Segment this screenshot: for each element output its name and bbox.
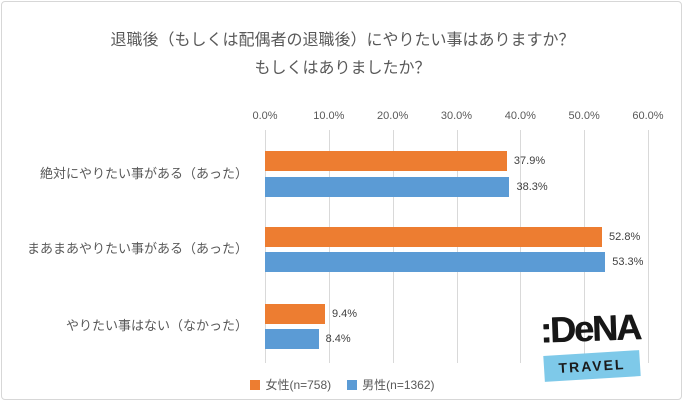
bar-value-male-none: 8.4%: [325, 333, 351, 345]
bar-value-female-none: 9.4%: [332, 308, 358, 320]
x-axis-tick-label-3: 30.0%: [440, 110, 473, 122]
bar-male-somewhat: [265, 252, 606, 272]
bar-value-female-somewhat: 52.8%: [609, 231, 641, 243]
chart-title: 退職後（もしくは配偶者の退職後）にやりたい事はありますか？ もしくはありましたか…: [0, 27, 685, 83]
bar-value-female-definitely: 37.9%: [513, 155, 546, 167]
chart-title-line2: もしくはありましたか？: [254, 60, 431, 77]
x-axis-tick-label-6: 60.0%: [632, 110, 664, 122]
x-axis-tick-label-5: 50.0%: [568, 110, 600, 122]
x-axis-tick-label-1: 10.0%: [313, 110, 345, 122]
logo-travel-label: TRAVEL: [558, 355, 626, 377]
legend-label-male: 男性(n=1362): [362, 378, 435, 392]
bar-female-somewhat: [265, 227, 603, 247]
legend: 女性(n=758) 男性(n=1362): [0, 376, 685, 393]
legend-item-female: 女性(n=758): [250, 376, 331, 393]
bar-female-none: [265, 304, 325, 324]
legend-swatch-male: [347, 379, 358, 390]
chart-frame: [1, 1, 682, 400]
legend-label-female: 女性(n=758): [265, 378, 332, 392]
bar-male-none: [265, 329, 319, 349]
x-axis-tick-label-2: 20.0%: [377, 110, 409, 122]
bar-value-male-somewhat: 53.3%: [612, 256, 644, 268]
x-axis-tick-label-0: 0.0%: [252, 110, 278, 122]
category-label-1: まあまあやりたい事がある（あった）: [26, 241, 248, 256]
dena-logo: :DeNA: [539, 306, 641, 351]
x-axis-tick-label-4: 40.0%: [504, 110, 536, 122]
legend-swatch-female: [250, 379, 261, 390]
bar-female-definitely: [265, 151, 507, 171]
category-label-2: やりたい事はない（なかった）: [65, 318, 248, 333]
bar-value-male-definitely: 38.3%: [516, 181, 548, 193]
legend-item-male: 男性(n=1362): [347, 376, 435, 393]
category-label-0: 絶対にやりたい事がある（あった）: [39, 166, 248, 181]
bar-male-definitely: [265, 177, 510, 197]
gridline-6: [648, 130, 649, 363]
chart-title-line1: 退職後（もしくは配偶者の退職後）にやりたい事はありますか？: [110, 32, 575, 49]
